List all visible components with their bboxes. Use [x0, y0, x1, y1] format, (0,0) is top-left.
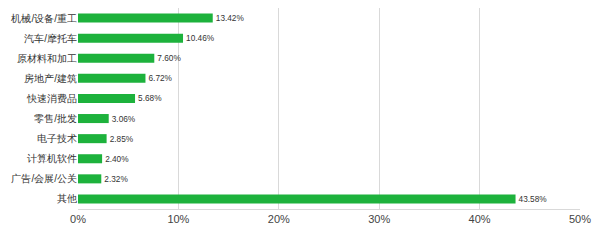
svg-text:广告/会展/公关: 广告/会展/公关 [11, 173, 77, 184]
svg-text:40%: 40% [469, 213, 491, 225]
svg-text:30%: 30% [368, 213, 390, 225]
svg-text:10.46%: 10.46% [186, 34, 215, 43]
svg-text:电子技术: 电子技术 [37, 133, 77, 144]
svg-text:机械/设备/重工: 机械/设备/重工 [11, 13, 77, 24]
svg-text:20%: 20% [268, 213, 290, 225]
svg-text:2.40%: 2.40% [105, 155, 129, 164]
svg-text:汽车/摩托车: 汽车/摩托车 [24, 33, 77, 44]
svg-text:计算机软件: 计算机软件 [27, 153, 77, 164]
svg-text:原材料和加工: 原材料和加工 [17, 53, 77, 64]
svg-text:0%: 0% [70, 213, 86, 225]
svg-text:5.68%: 5.68% [138, 94, 162, 103]
svg-text:10%: 10% [167, 213, 189, 225]
svg-text:50%: 50% [569, 213, 591, 225]
svg-text:6.72%: 6.72% [149, 74, 173, 83]
svg-text:快速消费品: 快速消费品 [26, 93, 77, 104]
svg-text:43.58%: 43.58% [519, 195, 548, 204]
svg-text:零售/批发: 零售/批发 [34, 113, 77, 124]
svg-text:13.42%: 13.42% [216, 14, 245, 23]
svg-text:2.32%: 2.32% [104, 175, 128, 184]
svg-text:3.06%: 3.06% [112, 115, 136, 124]
svg-text:2.85%: 2.85% [110, 135, 134, 144]
svg-text:7.60%: 7.60% [157, 54, 181, 63]
svg-text:其他: 其他 [57, 193, 77, 204]
svg-text:房地产/建筑: 房地产/建筑 [24, 73, 77, 84]
